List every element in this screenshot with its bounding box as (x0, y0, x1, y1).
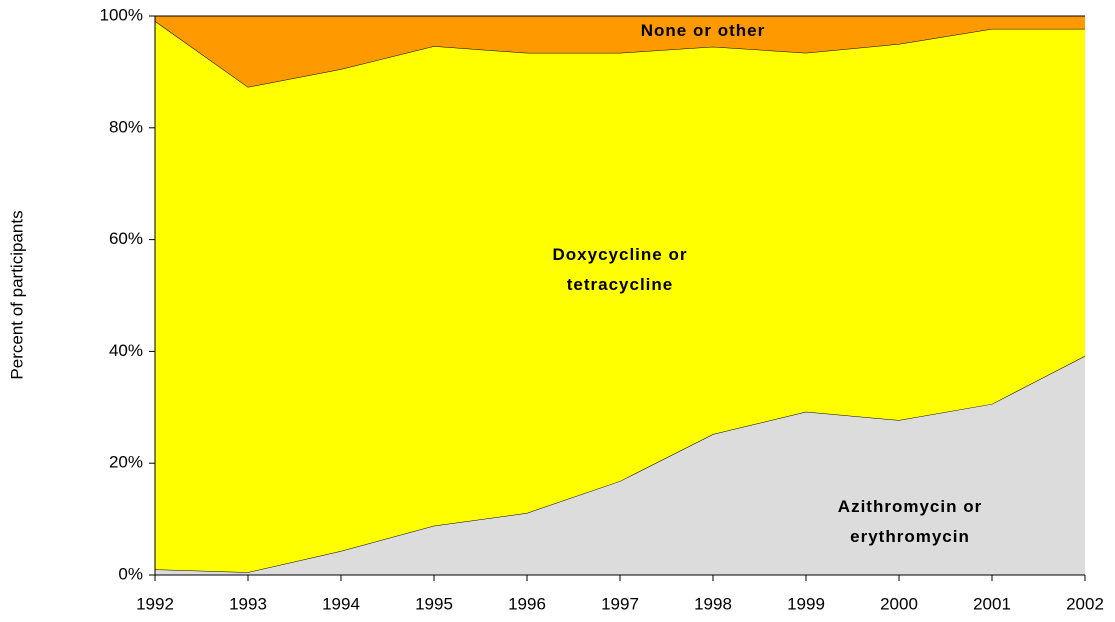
x-tick-label: 1999 (787, 594, 825, 613)
x-tick-label: 1994 (322, 594, 360, 613)
y-tick-label: 80% (109, 117, 143, 136)
y-axis-label: Percent of participants (7, 210, 26, 379)
y-tick-label: 100% (100, 5, 143, 24)
y-tick-label: 40% (109, 341, 143, 360)
series-label: Azithromycin or erythromycin (837, 497, 983, 546)
y-tick-label: 0% (118, 564, 143, 583)
series-label: Doxycycline or tetracycline (552, 245, 688, 294)
area (155, 355, 1085, 575)
y-tick-label: 20% (109, 453, 143, 472)
x-tick-label: 1997 (601, 594, 639, 613)
y-tick-label: 60% (109, 229, 143, 248)
x-tick-label: 2000 (880, 594, 918, 613)
x-tick-label: 2002 (1066, 594, 1104, 613)
x-tick-label: 1993 (229, 594, 267, 613)
x-tick-label: 1998 (694, 594, 732, 613)
area (155, 16, 1085, 87)
x-tick-label: 2001 (973, 594, 1011, 613)
x-tick-label: 1992 (136, 594, 174, 613)
area (155, 21, 1085, 573)
series-label: None or other (640, 21, 766, 40)
x-tick-label: 1995 (415, 594, 453, 613)
x-tick-label: 1996 (508, 594, 546, 613)
